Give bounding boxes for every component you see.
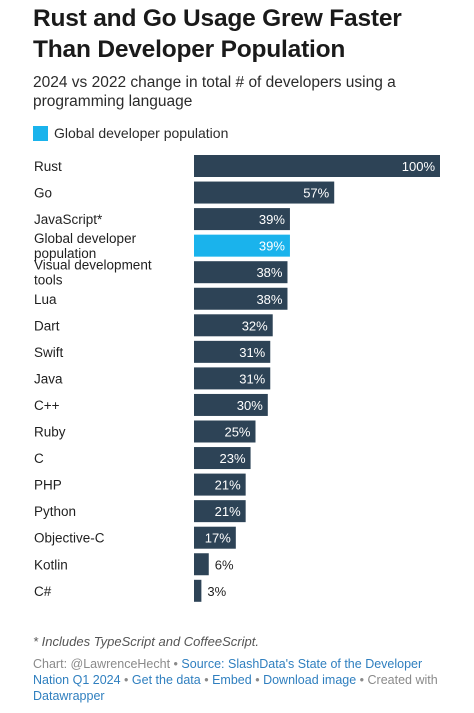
bar-8 [194, 367, 271, 390]
value-label-1: 57% [303, 186, 329, 201]
bar-15 [194, 553, 209, 576]
legend-swatch [33, 125, 48, 141]
bar-3 [194, 234, 290, 257]
footer-separator: • [204, 673, 209, 687]
value-label-15: 6% [215, 557, 234, 572]
bar-11 [194, 447, 251, 470]
value-label-16: 3% [207, 584, 226, 599]
footer-separator: • [173, 657, 178, 671]
category-label-0: Rust [34, 159, 62, 174]
category-label-10: Ruby [34, 425, 66, 440]
bar-12 [194, 473, 246, 496]
bar-chart: Rust 100% Go 57% JavaScript* 39% Global develo… [34, 155, 440, 602]
bar-4 [194, 261, 288, 284]
value-label-6: 32% [242, 318, 268, 333]
value-label-2: 39% [259, 212, 285, 227]
category-label-4: Visual development tools [34, 258, 152, 288]
category-label-9: C++ [34, 398, 60, 413]
value-label-0: 100% [402, 159, 436, 174]
bar-7 [194, 340, 271, 363]
chart-footer: Chart: @LawrenceHecht • Source: SlashDat… [33, 656, 453, 704]
value-label-12: 21% [215, 478, 241, 493]
category-label-7: Swift [34, 345, 64, 360]
chart-subtitle: 2024 vs 2022 change in total # of develo… [33, 74, 396, 110]
created-with-text: Created with [367, 673, 438, 687]
footnote: * Includes TypeScript and CoffeeScript. [33, 634, 259, 649]
legend-label: Global developer population [54, 125, 229, 141]
source-link[interactable]: SlashData's State of the Developer Natio… [33, 657, 423, 687]
datawrapper-link[interactable]: Datawrapper [33, 689, 105, 703]
bar-9 [194, 393, 268, 416]
footer-separator: • [124, 673, 129, 687]
value-label-13: 21% [215, 504, 241, 519]
value-label-9: 30% [237, 398, 263, 413]
value-label-7: 31% [239, 345, 265, 360]
download-image-link[interactable]: Download image [263, 673, 357, 687]
bar-5 [194, 287, 288, 310]
chart-title: Rust and Go Usage Grew Faster Than Devel… [33, 5, 402, 63]
value-label-3: 39% [259, 239, 285, 254]
category-label-2: JavaScript* [34, 212, 103, 227]
category-label-16: C# [34, 584, 52, 599]
footer-separator: • [359, 673, 365, 687]
bar-6 [194, 314, 273, 337]
category-label-12: PHP [34, 478, 62, 493]
embed-link[interactable]: Embed [212, 673, 252, 687]
source-prefix: Source: [181, 657, 225, 671]
value-label-11: 23% [220, 451, 246, 466]
footer-separator: • [255, 673, 260, 687]
category-label-6: Dart [34, 318, 60, 333]
category-label-14: Objective-C [34, 531, 105, 546]
category-label-13: Python [34, 504, 76, 519]
bar-10 [194, 420, 256, 443]
value-label-5: 38% [256, 292, 282, 307]
value-label-10: 25% [224, 425, 250, 440]
bar-16 [194, 579, 202, 602]
category-label-5: Lua [34, 292, 57, 307]
bar-2 [194, 208, 290, 231]
bar-1 [194, 181, 335, 204]
category-label-11: C [34, 451, 44, 466]
bar-13 [194, 500, 246, 523]
category-label-1: Go [34, 186, 52, 201]
chart-credit: Chart: @LawrenceHecht [33, 657, 171, 671]
value-label-4: 38% [256, 265, 282, 280]
category-label-3: Global developer population [34, 231, 137, 261]
legend: Global developer population [33, 124, 228, 142]
bar-0 [194, 155, 440, 177]
category-label-8: Java [34, 371, 63, 386]
bar-14 [194, 526, 236, 549]
value-label-14: 17% [205, 531, 231, 546]
category-label-15: Kotlin [34, 557, 68, 572]
get-data-link[interactable]: Get the data [131, 673, 201, 687]
value-label-8: 31% [239, 371, 265, 386]
